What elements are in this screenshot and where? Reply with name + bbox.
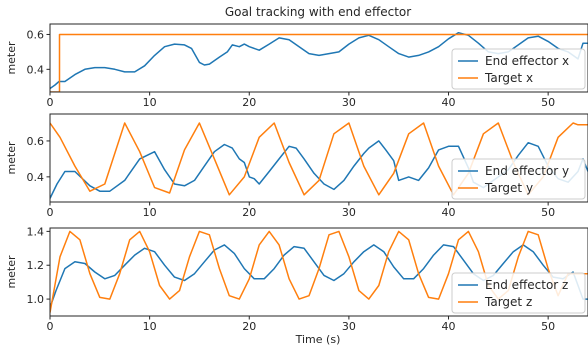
y-axis-label: meter [5,255,18,289]
x-tick-label: 30 [342,320,356,333]
y-tick-label: 1.2 [27,259,45,272]
x-tick-label: 10 [143,96,157,109]
x-tick-label: 10 [143,320,157,333]
legend-entry: End effector x [485,54,569,68]
x-tick-label: 30 [342,206,356,219]
panel-1: 0 10 20 30 40 50 0.4 0.6 meter End effector x Targ… [5,23,588,109]
x-tick-label: 0 [47,96,54,109]
legend-entry: Target z [484,295,532,309]
figure-title: Goal tracking with end effector [225,5,411,19]
legend: End effector x Target x [451,48,586,90]
legend-box [451,48,586,90]
legend-box [451,158,586,200]
x-tick-label: 20 [242,206,256,219]
axes-frame [49,23,588,93]
x-tick-label: 40 [442,96,456,109]
x-tick-label: 50 [541,96,555,109]
series-line-target [50,33,588,92]
y-tick-label: 0.6 [27,28,45,41]
legend: End effector z Target z [451,272,586,314]
x-tick-label: 0 [47,206,54,219]
axes-frame [49,113,588,203]
panel-2: 0 10 20 30 40 50 0.4 0.6 meter End effector y Targ… [5,113,588,219]
x-axis-label: Time (s) [295,333,341,346]
chart-panels: 0 10 20 30 40 50 0.4 0.6 meter End effector x Targ… [5,23,588,333]
y-tick-label: 0.6 [27,135,45,148]
x-tick-label: 50 [541,320,555,333]
panel-3: 0 10 20 30 40 50 1.0 1.2 1.4 meter End effector z T… [5,225,588,333]
y-tick-label: 0.4 [27,171,45,184]
x-tick-label: 40 [442,206,456,219]
legend: End effector y Target y [451,158,586,200]
legend-entry: End effector z [485,278,568,292]
axes-frame [49,227,588,317]
x-tick-label: 40 [442,320,456,333]
y-tick-label: 1.4 [27,225,45,238]
y-axis-label: meter [5,141,18,175]
y-tick-label: 0.4 [27,63,45,76]
x-tick-label: 50 [541,206,555,219]
legend-entry: End effector y [485,164,569,178]
x-tick-label: 20 [242,96,256,109]
legend-entry: Target x [484,71,533,85]
x-tick-label: 10 [143,206,157,219]
x-tick-label: 20 [242,320,256,333]
x-tick-label: 0 [47,320,54,333]
x-tick-label: 30 [342,96,356,109]
y-axis-label: meter [5,41,18,75]
legend-box [451,272,586,314]
legend-entry: Target y [484,181,533,195]
y-tick-label: 1.0 [27,293,45,306]
